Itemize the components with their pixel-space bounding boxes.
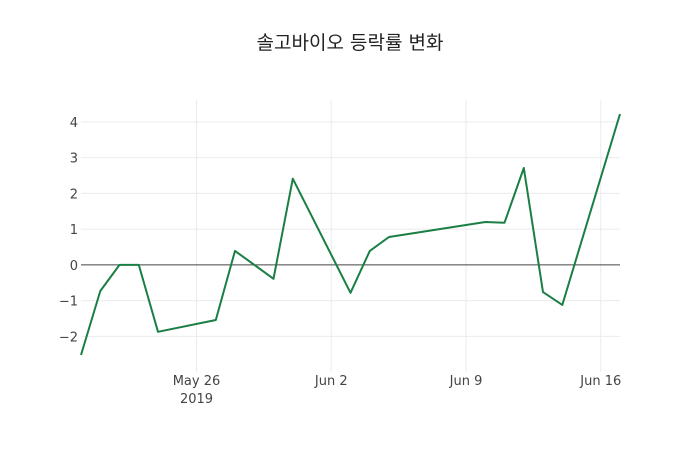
- x-tick-label: Jun 2: [314, 374, 348, 389]
- grid-lines: [81, 100, 620, 372]
- x-tick-year-label: 2019: [180, 392, 213, 407]
- y-tick-label: 0: [70, 259, 78, 274]
- y-tick-label: 1: [70, 223, 78, 238]
- y-tick-label: 4: [70, 116, 78, 131]
- y-tick-label: 2: [70, 187, 78, 202]
- chart-title: 솔고바이오 등락률 변화: [256, 32, 444, 54]
- x-tick-label: May 26: [173, 374, 221, 389]
- x-axis-ticks: May 26 2019 Jun 2 Jun 9 Jun 16: [173, 374, 622, 407]
- y-tick-label: 3: [70, 152, 78, 167]
- x-tick-label: Jun 9: [449, 374, 483, 389]
- y-tick-label: −1: [59, 295, 78, 310]
- y-tick-label: −2: [59, 330, 78, 345]
- y-axis-ticks: −2 −1 0 1 2 3 4: [59, 116, 78, 346]
- x-tick-label: Jun 16: [579, 374, 621, 389]
- series-line: [80, 113, 621, 356]
